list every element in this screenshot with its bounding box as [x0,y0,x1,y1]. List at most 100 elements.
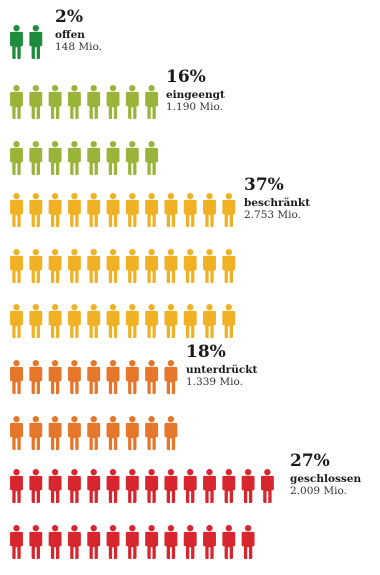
category-label: beschränkt [244,197,310,209]
person-icon [48,84,62,119]
person-icon [29,84,43,119]
person-icon [106,359,120,394]
person-icon [125,415,139,450]
person-icon [67,84,81,119]
person-icon [241,524,255,559]
person-icon [183,524,197,559]
person-icon [10,303,23,338]
person-icon [183,192,197,227]
person-icon [29,468,43,503]
person-icon [222,468,236,503]
person-icon [222,524,236,559]
person-icon [10,84,23,119]
person-icon [164,248,178,283]
person-icon [183,303,197,338]
person-icon [106,248,120,283]
person-icon [203,248,216,283]
person-icon [106,140,120,175]
person-icon [67,468,81,503]
person-icon [203,303,216,338]
person-icon [145,468,159,503]
person-icon [29,415,43,450]
person-icon [67,524,81,559]
person-icon [29,303,43,338]
person-icon [145,415,159,450]
person-icon [106,415,120,450]
person-icon [29,24,43,59]
person-icon [203,524,216,559]
person-icon [67,303,81,338]
person-icon [203,468,216,503]
category-label: offen [55,29,85,41]
person-icon [29,192,43,227]
person-icon [67,140,81,175]
person-icon [29,524,43,559]
person-icon [125,524,139,559]
category-label: geschlossen [290,473,361,485]
person-icon [164,359,178,394]
person-icon [48,415,62,450]
person-icon [164,303,178,338]
person-icon [125,140,139,175]
count-label: 148 Mio. [55,41,102,53]
person-icon [87,468,101,503]
person-icon [48,192,62,227]
person-icon [125,248,139,283]
person-icon [145,192,159,227]
person-icon [164,524,178,559]
person-icon [87,303,101,338]
person-icon [87,140,101,175]
person-icon [10,192,23,227]
person-icon [87,359,101,394]
person-icon [48,524,62,559]
person-icon [106,303,120,338]
person-icon [48,303,62,338]
person-icon [67,359,81,394]
percent-label: 27% [290,451,330,471]
person-icon [145,140,159,175]
person-icon [145,303,159,338]
person-icon [87,192,101,227]
count-label: 2.009 Mio. [290,485,347,497]
person-icon [145,524,159,559]
person-icon [125,192,139,227]
person-icon [106,84,120,119]
person-icon [10,415,23,450]
person-icon [145,84,159,119]
person-icon [48,140,62,175]
person-icon [10,468,23,503]
person-icon [203,192,216,227]
person-icon [241,468,255,503]
person-icon [87,415,101,450]
person-icon [10,248,23,283]
person-icon [183,468,197,503]
person-icon [67,192,81,227]
person-icon [222,248,236,283]
percent-label: 18% [186,342,226,362]
person-icon [164,192,178,227]
person-icon [87,84,101,119]
percent-label: 16% [166,67,206,87]
person-icon [125,359,139,394]
person-icon [145,359,159,394]
person-icon [222,303,236,338]
count-label: 2.753 Mio. [244,209,301,221]
person-icon [10,140,23,175]
person-icon [164,468,178,503]
person-icon [222,192,236,227]
person-icon [67,248,81,283]
count-label: 1.190 Mio. [166,101,223,113]
person-icon [106,524,120,559]
person-icon [145,248,159,283]
person-icon [48,248,62,283]
person-icon [125,303,139,338]
person-icon [10,524,23,559]
person-icon [48,468,62,503]
person-icon [10,24,23,59]
person-icon [260,468,274,503]
